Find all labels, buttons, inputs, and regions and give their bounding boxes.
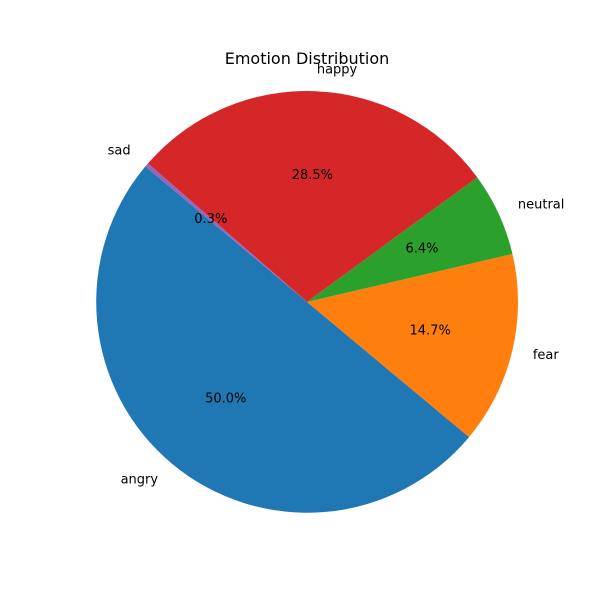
pct-label-neutral: 6.4%: [406, 242, 439, 257]
pct-label-happy: 28.5%: [292, 168, 333, 183]
slices-layer: [96, 91, 518, 513]
pie-slice-happy: [147, 91, 478, 303]
pie-slice-sad: [145, 163, 307, 302]
labels-layer: angry 50.0% fear 14.7% neutral 6.4% happy 28.5%…: [108, 63, 565, 488]
pie-slice-angry: [96, 166, 470, 513]
pct-label-sad: 0.3%: [194, 212, 227, 227]
slice-label-neutral: neutral: [518, 198, 565, 213]
slice-label-fear: fear: [533, 348, 560, 363]
slice-label-happy: happy: [317, 63, 358, 78]
slice-label-sad: sad: [108, 144, 131, 159]
chart-title: Emotion Distribution: [225, 49, 390, 68]
pct-label-angry: 50.0%: [205, 392, 246, 407]
pct-label-fear: 14.7%: [410, 324, 451, 339]
slice-label-angry: angry: [121, 473, 159, 488]
pie-slice-neutral: [307, 177, 513, 302]
pie-slice-fear: [307, 253, 518, 438]
